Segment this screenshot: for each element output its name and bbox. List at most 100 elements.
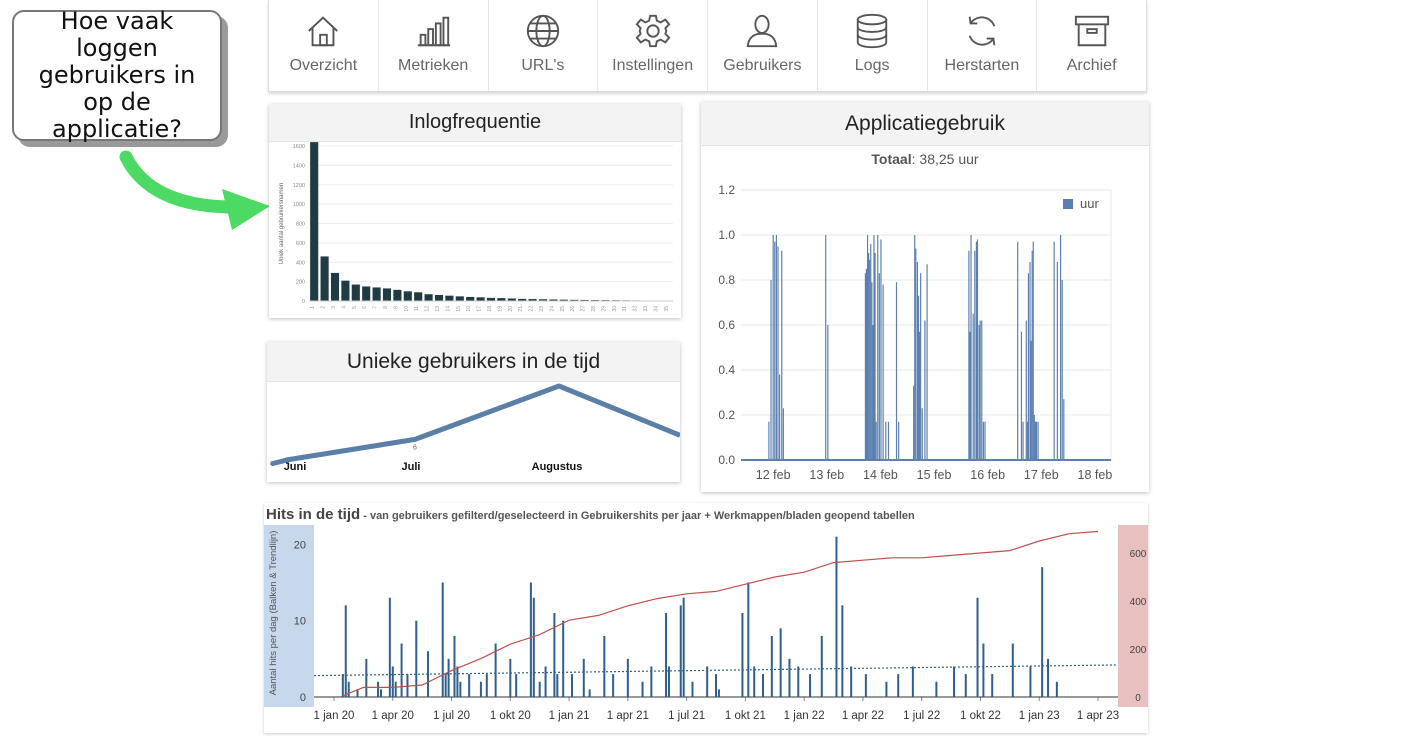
bar xyxy=(1041,567,1044,697)
bar xyxy=(382,288,392,301)
bar xyxy=(1047,658,1050,697)
x-tick-label: 13 feb xyxy=(809,468,844,482)
panel-title: Inlogfrequentie xyxy=(269,104,681,142)
tab-instellingen[interactable]: Instellingen xyxy=(598,0,708,91)
hits-title-sub: - van gebruikers gefilterd/geselecteerd … xyxy=(360,510,915,522)
x-tick-label: 29 xyxy=(601,306,607,312)
tab-label: Archief xyxy=(1066,57,1117,74)
tab-label: Instellingen xyxy=(612,57,694,74)
tab-archief[interactable]: Archief xyxy=(1037,0,1146,91)
bar xyxy=(341,280,350,301)
tab-label: Gebruikers xyxy=(723,57,802,74)
x-tick-label: 12 xyxy=(425,306,431,312)
bar xyxy=(777,246,779,460)
bar xyxy=(515,674,518,697)
bar xyxy=(887,421,890,460)
y-tick-label: 0.0 xyxy=(718,453,735,467)
tab-logs[interactable]: Logs xyxy=(818,0,928,91)
bar xyxy=(494,643,497,697)
bar xyxy=(406,674,409,697)
bar xyxy=(459,681,462,697)
bar xyxy=(447,658,450,697)
cumulative-line xyxy=(339,530,1099,698)
bar xyxy=(456,666,459,697)
bar xyxy=(1063,399,1065,460)
data-point xyxy=(270,463,272,465)
total-value: : 38,25 uur xyxy=(911,151,979,167)
tab-overzicht[interactable]: Overzicht xyxy=(269,0,379,91)
bar xyxy=(970,235,972,460)
data-point xyxy=(286,458,288,461)
bar xyxy=(403,291,412,301)
x-tick-label: 17 feb xyxy=(1024,468,1059,482)
y-tick-label: 800 xyxy=(296,222,305,228)
bar xyxy=(782,408,784,460)
x-tick-label: 1 okt 20 xyxy=(490,710,531,722)
y-axis-label: Aantal hits per dag (Balken & Trendlijn) xyxy=(268,531,279,696)
total-label: Totaal xyxy=(871,151,912,167)
login-frequency-chart: 0 200 400 600 800 1000 1200 1400 1600 Uniek aanta… xyxy=(279,142,673,312)
question-callout: Hoe vaak loggen gebruikers in op de appl… xyxy=(12,7,222,143)
bar xyxy=(476,297,485,301)
tab-herstarten[interactable]: Herstarten xyxy=(928,0,1038,91)
bar xyxy=(981,320,983,460)
bar xyxy=(914,235,916,460)
bar xyxy=(362,286,371,301)
y2-tick-label: 200 xyxy=(1130,645,1147,656)
hits-over-time-panel: Hits in de tijd - van gebruikers gefilte… xyxy=(264,503,1148,733)
bar xyxy=(518,298,527,301)
bar xyxy=(774,241,776,460)
bar xyxy=(916,262,919,460)
bar xyxy=(972,313,974,460)
bar xyxy=(865,268,868,460)
bar xyxy=(866,235,869,460)
bar xyxy=(921,408,923,460)
callout-text: Hoe vaak loggen gebruikers in op de appl… xyxy=(38,7,196,143)
bar xyxy=(388,597,391,697)
tab-metrieken[interactable]: Metrieken xyxy=(379,0,489,91)
x-tick-label: 1 jan 23 xyxy=(1019,710,1060,722)
bar xyxy=(911,666,914,697)
bar xyxy=(445,295,454,301)
bar xyxy=(895,282,898,460)
legend-swatch xyxy=(1063,199,1073,209)
bar xyxy=(580,299,589,301)
bar xyxy=(797,666,800,697)
tab-urls[interactable]: URL's xyxy=(489,0,599,91)
x-tick-label: 18 feb xyxy=(1078,468,1113,482)
bar xyxy=(509,658,512,697)
bar xyxy=(691,681,694,697)
bar xyxy=(1034,421,1036,460)
bar xyxy=(497,298,506,301)
bar xyxy=(882,284,884,460)
bar xyxy=(835,536,838,697)
bar xyxy=(809,674,812,697)
bar xyxy=(915,248,917,460)
bar xyxy=(372,287,381,301)
tab-label: Overzicht xyxy=(289,57,358,74)
bar xyxy=(553,613,556,697)
bar xyxy=(424,294,433,301)
data-point xyxy=(414,438,416,441)
y-tick-label: 1200 xyxy=(293,183,305,189)
y-tick-label: 600 xyxy=(296,241,305,247)
bar xyxy=(415,620,418,697)
data-label: 6 xyxy=(413,444,417,451)
bar xyxy=(1060,235,1062,460)
bar xyxy=(393,289,402,301)
refresh-icon xyxy=(968,16,996,46)
x-tick-label: 33 xyxy=(643,306,649,312)
bar xyxy=(330,272,340,301)
x-tick-label: 1 jul 22 xyxy=(903,710,940,722)
x-tick-label: 1 jul 20 xyxy=(433,710,470,722)
bar xyxy=(1033,415,1035,460)
bar xyxy=(444,674,447,697)
y-tick-label: 0.8 xyxy=(718,273,735,287)
bar xyxy=(538,681,541,697)
bar xyxy=(841,605,844,697)
tab-gebruikers[interactable]: Gebruikers xyxy=(708,0,818,91)
bar xyxy=(556,674,559,697)
bar xyxy=(885,681,888,697)
archive-icon xyxy=(1074,15,1109,47)
bar xyxy=(549,299,558,301)
